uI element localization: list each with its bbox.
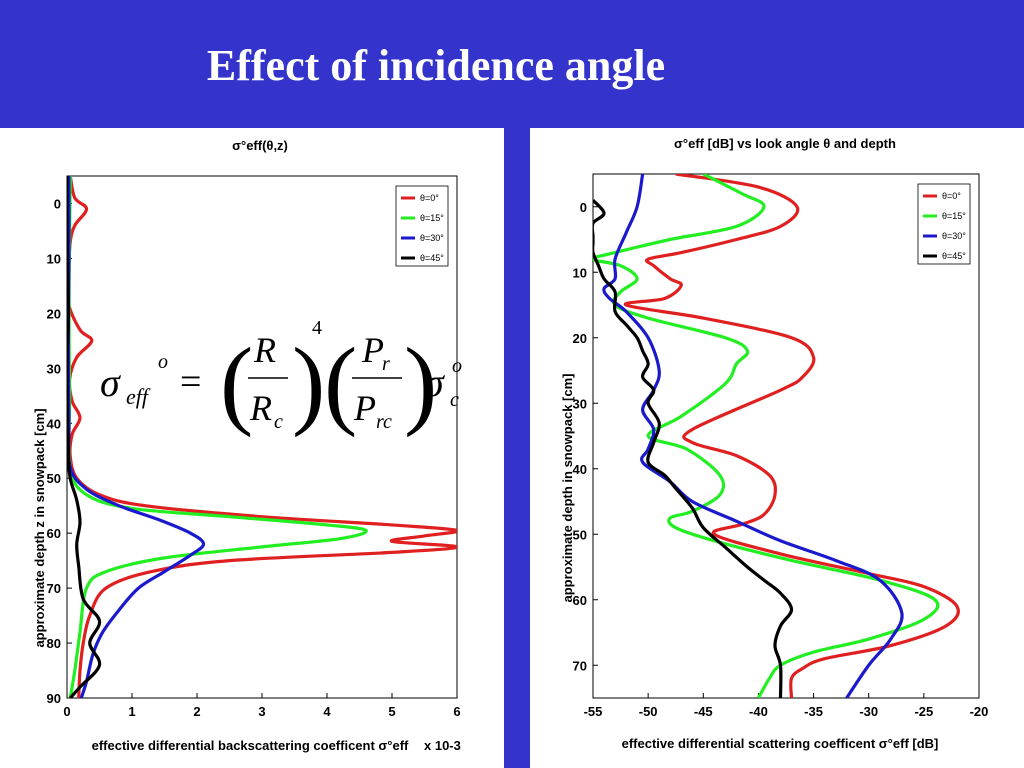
y-tick-label: 30 bbox=[573, 396, 587, 411]
formula-Prc: P bbox=[353, 388, 376, 428]
y-tick-label: 80 bbox=[47, 636, 61, 651]
y-axis-label: approximate depth in snowpack [cm] bbox=[560, 374, 575, 603]
legend-label: θ=45° bbox=[420, 253, 444, 263]
legend-label: θ=15° bbox=[942, 211, 966, 221]
formula-paren-left-1: ( bbox=[220, 327, 253, 438]
y-tick-label: 10 bbox=[573, 265, 587, 280]
x-tick-label: -35 bbox=[804, 704, 823, 719]
y-tick-label: 0 bbox=[54, 196, 61, 211]
x-tick-label: 2 bbox=[193, 704, 200, 719]
y-tick-label: 30 bbox=[47, 361, 61, 376]
x-tick-label: 5 bbox=[388, 704, 395, 719]
series-line-3 bbox=[593, 199, 794, 698]
y-tick-label: 60 bbox=[573, 593, 587, 608]
legend-label: θ=30° bbox=[420, 233, 444, 243]
formula-paren-left-2: ( bbox=[324, 327, 357, 438]
right-chart-panel: σ°eff [dB] vs look angle θ and depth eff… bbox=[530, 128, 1024, 768]
x-tick-label: -20 bbox=[970, 704, 989, 719]
formula-sup-o: o bbox=[158, 351, 168, 373]
x-axis-multiplier: x 10-3 bbox=[424, 738, 461, 753]
series-line-1 bbox=[593, 174, 940, 698]
legend-label: θ=0° bbox=[420, 193, 439, 203]
series-group bbox=[67, 176, 457, 698]
left-chart-panel: σ°eff(θ,z) effective differential backsc… bbox=[0, 128, 504, 768]
x-tick-label: 6 bbox=[453, 704, 460, 719]
formula-Rc: R bbox=[249, 388, 272, 428]
formula-sup-o2: o bbox=[452, 355, 462, 377]
scattering-formula: σ eff o = ( R R c ) 4 ( P r P rc ) σ c o bbox=[100, 317, 462, 438]
legend-label: θ=45° bbox=[942, 251, 966, 261]
left-depth-profile-chart: σ°eff(θ,z) effective differential backsc… bbox=[32, 138, 461, 753]
formula-sub-rc: rc bbox=[376, 411, 392, 433]
formula-equals: = bbox=[180, 361, 201, 403]
y-tick-label: 70 bbox=[573, 658, 587, 673]
y-tick-label: 50 bbox=[573, 527, 587, 542]
x-tick-label: -25 bbox=[914, 704, 933, 719]
formula-paren-right-1: ) bbox=[292, 327, 325, 438]
formula-sub-c2: c bbox=[450, 389, 459, 411]
legend-box bbox=[395, 185, 449, 267]
formula-P: P bbox=[361, 330, 384, 370]
y-tick-label: 0 bbox=[580, 200, 587, 215]
formula-sub-c: c bbox=[274, 411, 283, 433]
series-group bbox=[593, 174, 960, 698]
formula-sigma-c: σ bbox=[424, 360, 445, 405]
x-tick-label: 3 bbox=[258, 704, 265, 719]
y-tick-label: 90 bbox=[47, 691, 61, 706]
x-tick-label: -50 bbox=[639, 704, 658, 719]
formula-sigma-eff: σ bbox=[100, 360, 121, 405]
y-axis-label: approximate depth z in snowpack [cm] bbox=[32, 408, 47, 647]
y-tick-label: 70 bbox=[47, 581, 61, 596]
series-line-3 bbox=[67, 176, 102, 698]
formula-exponent: 4 bbox=[312, 317, 322, 339]
plot-frame bbox=[592, 173, 980, 699]
right-depth-profile-chart: σ°eff [dB] vs look angle θ and depth eff… bbox=[560, 136, 989, 751]
formula-R: R bbox=[253, 330, 276, 370]
x-tick-label: -55 bbox=[584, 704, 603, 719]
x-tick-label: 1 bbox=[128, 704, 135, 719]
y-tick-label: 40 bbox=[47, 416, 61, 431]
slide-title: Effect of incidence angle bbox=[206, 41, 666, 90]
series-line-2 bbox=[602, 174, 904, 698]
y-tick-label: 40 bbox=[573, 462, 587, 477]
x-tick-label: -40 bbox=[749, 704, 768, 719]
y-tick-label: 20 bbox=[47, 306, 61, 321]
legend-label: θ=30° bbox=[942, 231, 966, 241]
formula-sub-eff: eff bbox=[126, 384, 151, 409]
y-tick-label: 20 bbox=[573, 331, 587, 346]
x-axis-label: effective differential scattering coeffi… bbox=[622, 736, 939, 751]
legend-label: θ=15° bbox=[420, 213, 444, 223]
chart-title: σ°eff [dB] vs look angle θ and depth bbox=[674, 136, 896, 151]
x-tick-label: 0 bbox=[63, 704, 70, 719]
x-tick-label: 4 bbox=[323, 704, 331, 719]
series-line-0 bbox=[623, 174, 960, 698]
y-tick-label: 10 bbox=[47, 251, 61, 266]
chart-title: σ°eff(θ,z) bbox=[232, 138, 288, 153]
x-axis-label: effective differential backscattering co… bbox=[92, 738, 409, 753]
x-tick-label: -45 bbox=[694, 704, 713, 719]
x-tick-label: -30 bbox=[859, 704, 878, 719]
y-tick-label: 50 bbox=[47, 471, 61, 486]
formula-sub-r: r bbox=[382, 353, 390, 375]
formula-paren-right-2: ) bbox=[404, 327, 437, 438]
y-tick-label: 60 bbox=[47, 526, 61, 541]
legend-label: θ=0° bbox=[942, 191, 961, 201]
